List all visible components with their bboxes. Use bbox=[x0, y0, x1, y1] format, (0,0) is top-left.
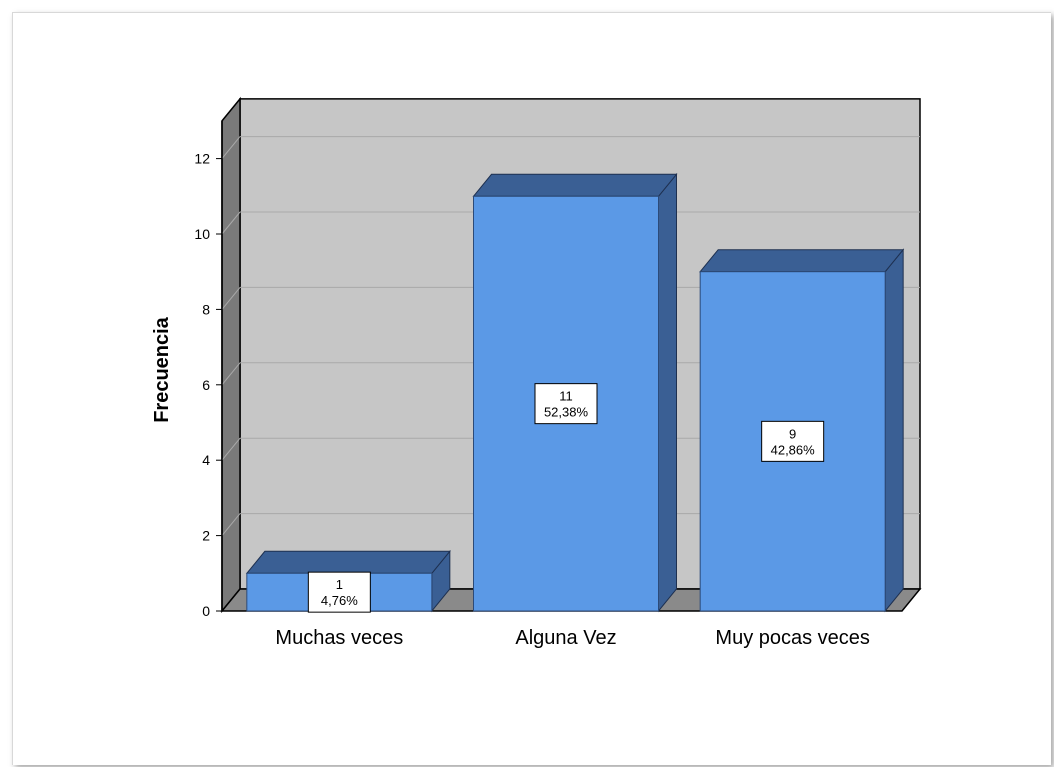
grid-line-side bbox=[221, 287, 241, 310]
data-label-count: 9 bbox=[789, 426, 796, 441]
grid-line-side bbox=[221, 437, 241, 461]
grid-line-side bbox=[221, 211, 241, 235]
data-label: 942,86% bbox=[761, 420, 825, 462]
bar-side bbox=[658, 172, 677, 613]
y-tick-label: 12 bbox=[194, 151, 210, 167]
data-label-box bbox=[534, 383, 598, 425]
data-label-percent: 42,86% bbox=[771, 442, 816, 457]
data-label: 14,76% bbox=[307, 571, 371, 613]
y-axis-ticks: 0 2 4 6 8 10 12 bbox=[194, 120, 223, 619]
data-label-count: 11 bbox=[559, 389, 573, 404]
grid-line-side bbox=[221, 513, 241, 536]
y-tick-label: 0 bbox=[202, 603, 210, 619]
data-label-percent: 4,76% bbox=[321, 593, 358, 608]
x-category-label: Muy pocas veces bbox=[715, 627, 870, 649]
bar-top bbox=[699, 249, 905, 273]
bar-side bbox=[884, 248, 904, 613]
grid-line-side bbox=[221, 362, 241, 386]
y-tick-label: 10 bbox=[194, 226, 210, 242]
y-tick-label: 2 bbox=[202, 528, 210, 544]
x-axis-labels: Muchas veces Alguna Vez Muy pocas veces bbox=[275, 627, 870, 649]
bar-top bbox=[245, 550, 451, 574]
data-label-box bbox=[761, 420, 825, 462]
y-axis-title: Frecuencia bbox=[151, 316, 173, 422]
data-label-box bbox=[307, 571, 371, 613]
bar-top bbox=[472, 173, 678, 197]
grid-line-side bbox=[221, 136, 241, 159]
x-category-label: Alguna Vez bbox=[515, 627, 616, 649]
data-label-count: 1 bbox=[336, 577, 343, 592]
x-category-label: Muchas veces bbox=[275, 627, 403, 649]
plot-left-wall bbox=[221, 96, 241, 614]
data-label-percent: 52,38% bbox=[544, 405, 589, 420]
y-tick-label: 6 bbox=[202, 377, 210, 393]
y-tick-label: 4 bbox=[202, 452, 210, 468]
y-tick-label: 8 bbox=[202, 301, 210, 317]
